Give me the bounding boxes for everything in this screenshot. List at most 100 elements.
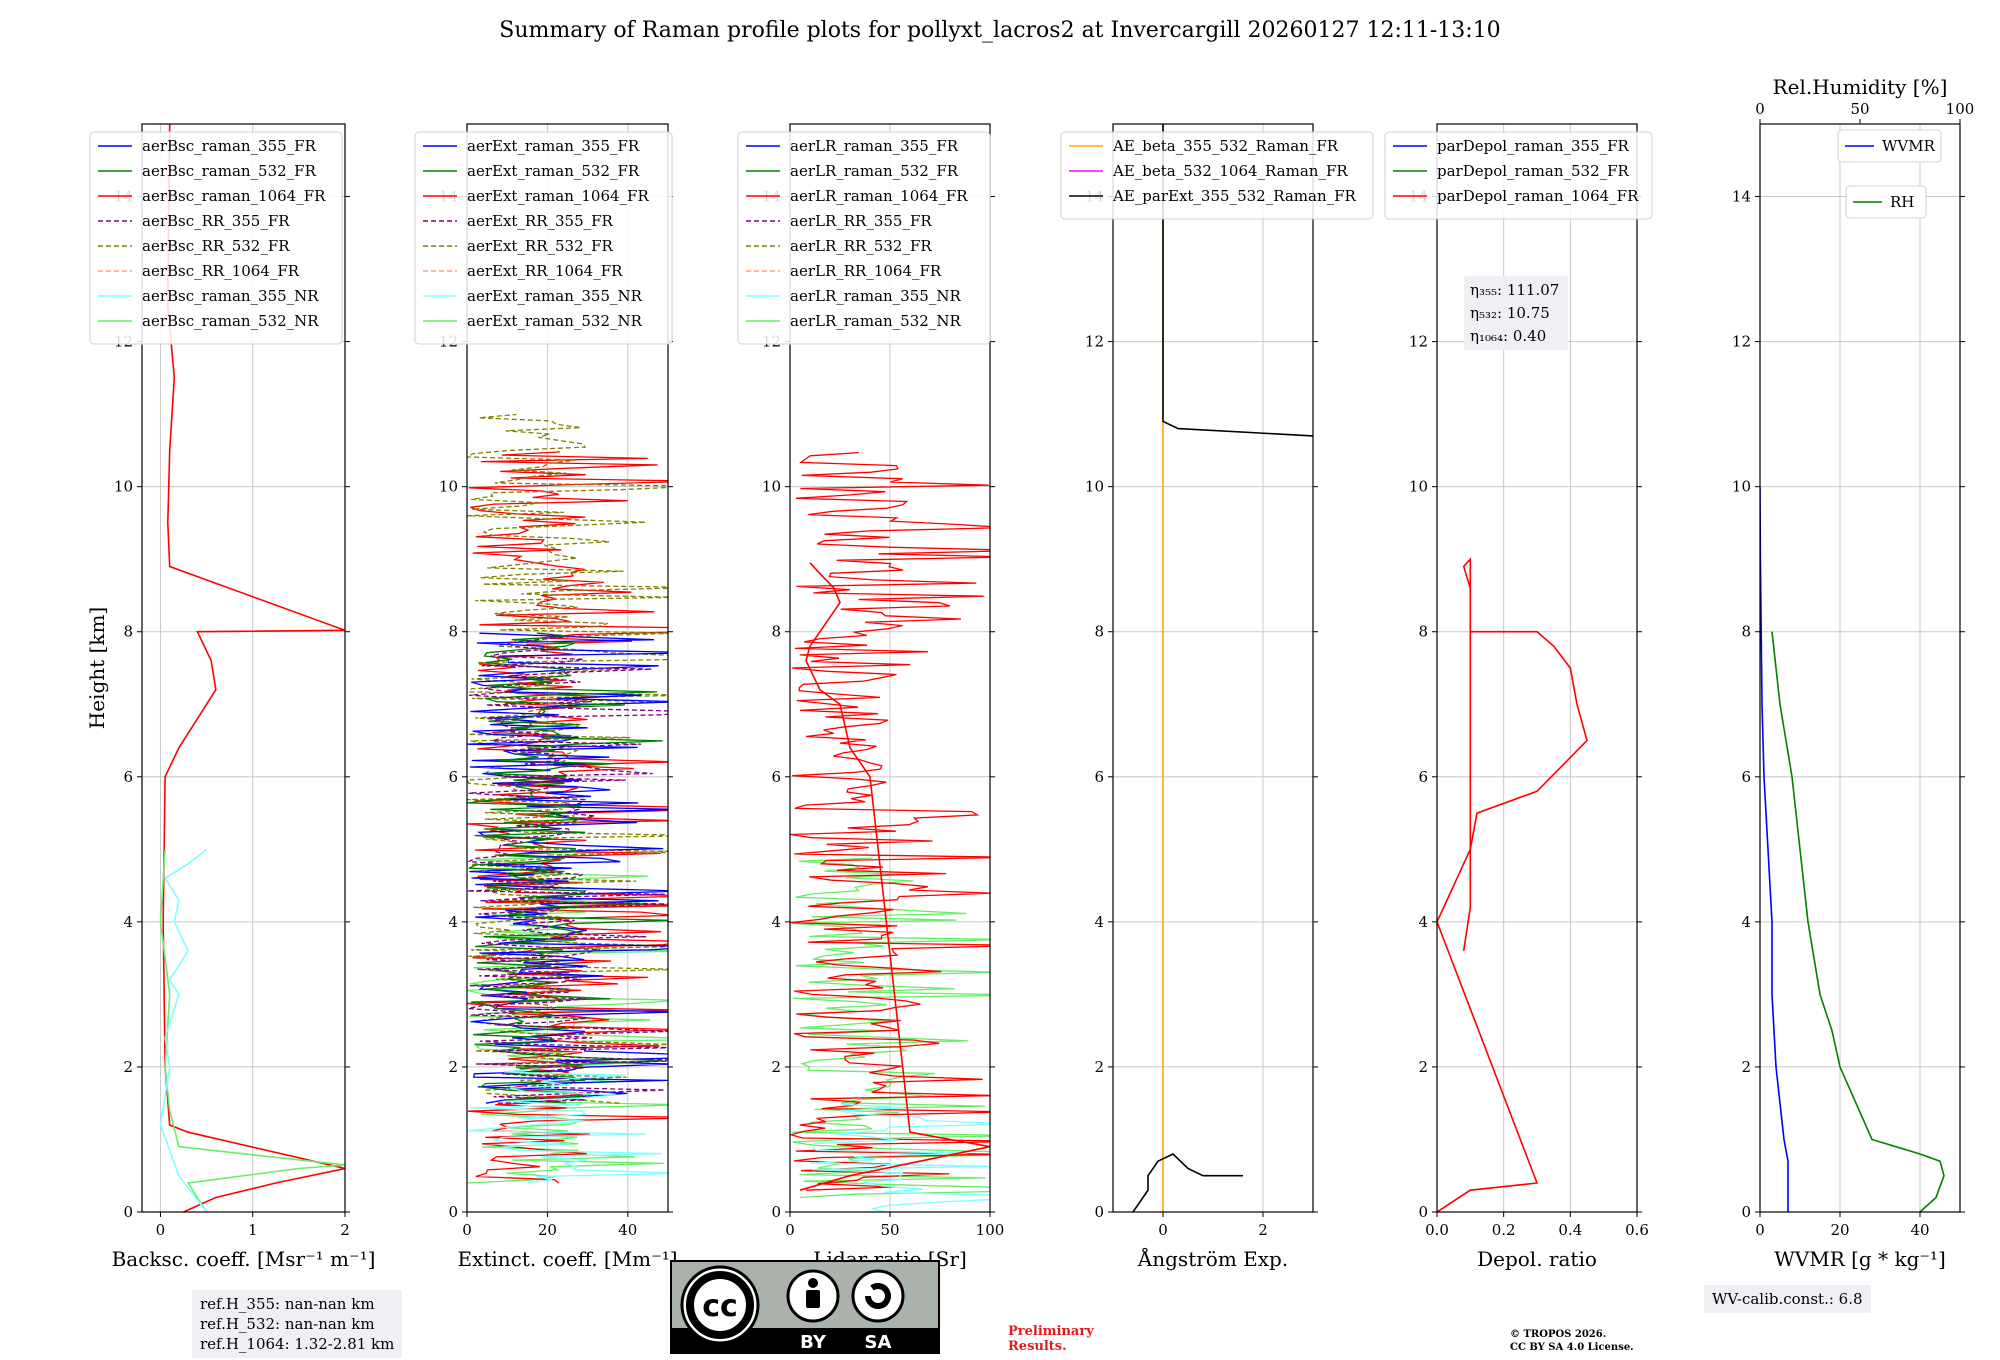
legend-label: aerExt_raman_532_FR (467, 162, 640, 180)
x2-tick-label: 100 (1946, 100, 1975, 118)
y-axis-label: Height [km] (85, 607, 109, 729)
legend-label: AE_beta_355_532_Raman_FR (1112, 137, 1339, 155)
x2-axis-label: Rel.Humidity [%] (1773, 75, 1948, 99)
x-tick-label: 100 (976, 1221, 1005, 1239)
legend-label: aerLR_raman_532_NR (790, 312, 961, 330)
y-tick-label: 14 (1732, 188, 1751, 206)
panel-data (467, 413, 668, 1184)
x-tick-label: 2 (340, 1221, 350, 1239)
x-tick-label: 0.4 (1558, 1221, 1582, 1239)
y-tick-label: 2 (1741, 1058, 1751, 1076)
y-tick-label: 12 (1409, 333, 1428, 351)
panel-6: 0 2 4 6 8 10 12 14 0 20 40 WVMR [g * kg⁻¹] 0 50 100Rel… (1732, 75, 1974, 1271)
legend-label: RH (1890, 193, 1914, 211)
panel-data (159, 124, 345, 1212)
legend-label: aerLR_RR_355_FR (790, 212, 932, 230)
legend-label: aerExt_RR_532_FR (467, 237, 614, 255)
legend-box (1845, 185, 1927, 219)
legend-label: aerBsc_RR_355_FR (142, 212, 290, 230)
y-tick-label: 0 (123, 1203, 133, 1221)
x-tick-label: 0.2 (1492, 1221, 1516, 1239)
x-tick-label: 20 (1830, 1221, 1849, 1239)
series-line-aerBsc-raman-355-NR (159, 848, 208, 1212)
legend-label: aerLR_raman_355_FR (790, 137, 959, 155)
y-tick-label: 10 (439, 478, 458, 496)
wv-calib-note: WV-calib.const.: 6.8 (1704, 1285, 1871, 1313)
annotation-box (1464, 276, 1568, 350)
series-noise-cyan (468, 1068, 668, 1184)
legend-wvmr: WVMR (1837, 129, 1942, 163)
figure-title: Summary of Raman profile plots for polly… (499, 18, 1501, 43)
y-tick-label: 10 (1409, 478, 1428, 496)
panel-frame (141, 123, 346, 1213)
y-tick-label: 4 (1418, 913, 1428, 931)
x-tick-label: 20 (538, 1221, 557, 1239)
cc-license-badge: cc BY SA (670, 1260, 940, 1354)
x-tick-label: 0 (1755, 1221, 1765, 1239)
series-noise-purple (467, 632, 668, 1104)
panel-frame (1112, 123, 1314, 1213)
y-tick-label: 10 (1085, 478, 1104, 496)
legend-label: aerBsc_raman_532_FR (142, 162, 317, 180)
y-tick-label: 8 (1094, 623, 1104, 641)
x-tick-label: 0.6 (1625, 1221, 1649, 1239)
copyright-line-1: © TROPOS 2026. (1510, 1329, 1607, 1340)
y-tick-label: 2 (1418, 1058, 1428, 1076)
series-line-AE-parExt-355-532-Raman-FR-upper (1162, 124, 1313, 437)
sa-text: SA (865, 1332, 892, 1353)
y-tick-label: 2 (771, 1058, 781, 1076)
legend-label: aerExt_raman_1064_FR (467, 187, 649, 205)
panel-1: 02468101214012Backsc. coeff. [Msr⁻¹ m⁻¹]… (85, 123, 375, 1271)
panel-data (1132, 124, 1313, 1212)
series-line-aerLR-raman-1064-FR (799, 562, 990, 1191)
x-tick-label: 0 (462, 1221, 472, 1239)
x-tick-label: 40 (1910, 1221, 1929, 1239)
y-tick-label: 6 (123, 768, 133, 786)
panel-3: 02468101214050100Lidar ratio [Sr]aerLR_r… (737, 123, 1005, 1271)
series-line-AE-parExt-355-532-Raman-FR (1132, 1153, 1243, 1212)
series-noise-cyan (810, 1103, 990, 1212)
y-tick-label: 4 (448, 913, 458, 931)
series-noise-lightgreen (792, 857, 990, 1199)
ref-1064: ref.H_1064: 1.32-2.81 km (200, 1335, 395, 1353)
copyright-line-2: CC BY SA 4.0 License. (1510, 1342, 1634, 1353)
y-tick-label: 6 (1418, 768, 1428, 786)
x2-tick-label: 50 (1850, 100, 1869, 118)
x2-tick-label: 0 (1755, 100, 1765, 118)
y-tick-label: 10 (1732, 478, 1751, 496)
legend-rh: RH (1845, 185, 1927, 219)
y-tick-label: 10 (762, 478, 781, 496)
x-tick-label: 0.0 (1425, 1221, 1449, 1239)
legend: aerBsc_raman_355_FR aerBsc_raman_532_FRae… (89, 131, 343, 345)
y-tick-label: 12 (1085, 333, 1104, 351)
panel-4: 0246810121402Ångström Exp.AE_beta_355_53… (1060, 123, 1374, 1271)
y-tick-label: 8 (448, 623, 458, 641)
legend-label: parDepol_raman_1064_FR (1437, 187, 1639, 205)
x-tick-label: 0 (785, 1221, 795, 1239)
x-tick-label: 0 (1158, 1221, 1168, 1239)
panel-frame (466, 123, 669, 1213)
y-tick-label: 8 (1418, 623, 1428, 641)
legend-label: aerLR_RR_1064_FR (790, 262, 942, 280)
legend-label: aerLR_raman_355_NR (790, 287, 961, 305)
legend: AE_beta_355_532_Raman_FR AE_beta_532_1064… (1060, 131, 1374, 220)
ref-532: ref.H_532: nan-nan km (200, 1315, 375, 1333)
legend-label: WVMR (1882, 137, 1936, 155)
panel-2: 0246810121402040Extinct. coeff. [Mm⁻¹]ae… (414, 123, 678, 1271)
y-tick-label: 8 (771, 623, 781, 641)
x-tick-label: 0 (156, 1221, 166, 1239)
legend-label: aerExt_RR_1064_FR (467, 262, 623, 280)
x-axis-label: Extinct. coeff. [Mm⁻¹] (457, 1247, 677, 1271)
legend-label: aerLR_raman_1064_FR (790, 187, 968, 205)
annotation-line: η₁₀₆₄: 0.40 (1470, 327, 1546, 345)
annotation-line: η₅₃₂: 10.75 (1470, 304, 1550, 322)
y-tick-label: 2 (1094, 1058, 1104, 1076)
preliminary-label: Preliminary Results. (1008, 1324, 1094, 1354)
series-noise-red (790, 451, 990, 1191)
panel-data (1437, 557, 1588, 1212)
y-tick-label: 4 (123, 913, 133, 931)
annotation-line: η₃₅₅: 111.07 (1470, 281, 1559, 299)
x-axis-label: Depol. ratio (1477, 1247, 1597, 1271)
